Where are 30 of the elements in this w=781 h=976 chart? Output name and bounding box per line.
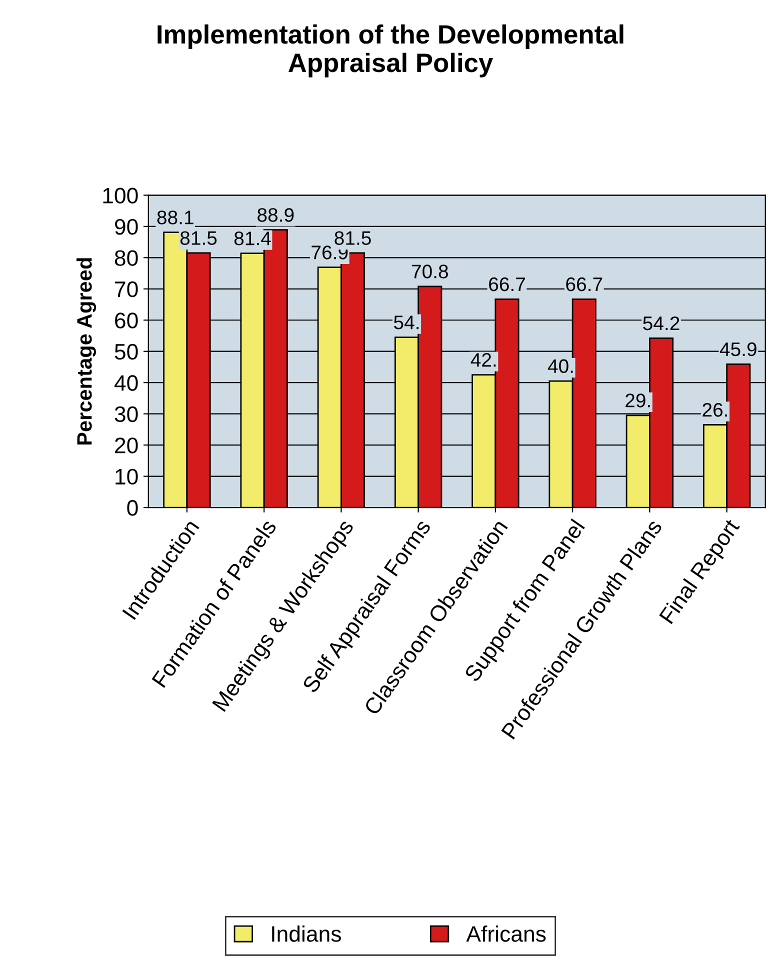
- data-label: 26.: [702, 402, 727, 417]
- y-tick-label: 50: [114, 344, 138, 360]
- y-tick-label: 10: [116, 468, 138, 485]
- data-label: 88.1: [157, 210, 194, 224]
- data-label: 70.8: [412, 264, 448, 278]
- data-label: 29.: [626, 394, 650, 408]
- data-label: 45.9: [720, 342, 756, 356]
- data-label: 40.: [548, 359, 573, 374]
- data-label: 42.: [470, 353, 496, 367]
- data-label: 81.5: [180, 231, 217, 245]
- y-tick-label: 40: [114, 375, 138, 391]
- y-tick-label: 30: [114, 406, 138, 422]
- y-tick-label: 70: [115, 281, 138, 298]
- y-tick-label: 100: [103, 188, 138, 204]
- legend-label: Africans: [466, 926, 546, 942]
- chart-title: Implementation of the Developmental Appraisal Policy: [158, 24, 624, 78]
- data-label: 54.2: [643, 316, 680, 330]
- legend-label: Indians: [272, 926, 341, 942]
- y-tick-label: 0: [127, 500, 138, 516]
- y-tick-label: 60: [115, 312, 138, 328]
- y-tick-label: 90: [114, 218, 138, 235]
- data-label: 54.: [394, 316, 418, 330]
- y-axis-title: Percentage Agreed: [76, 258, 96, 445]
- data-label: 66.7: [489, 277, 525, 292]
- data-label: 66.7: [566, 277, 602, 292]
- y-tick-label: 20: [115, 438, 138, 454]
- data-label: 88.9: [258, 208, 294, 222]
- y-tick-label: 80: [114, 250, 138, 266]
- data-label: 81.5: [334, 231, 371, 245]
- data-label: 81.4: [234, 232, 271, 246]
